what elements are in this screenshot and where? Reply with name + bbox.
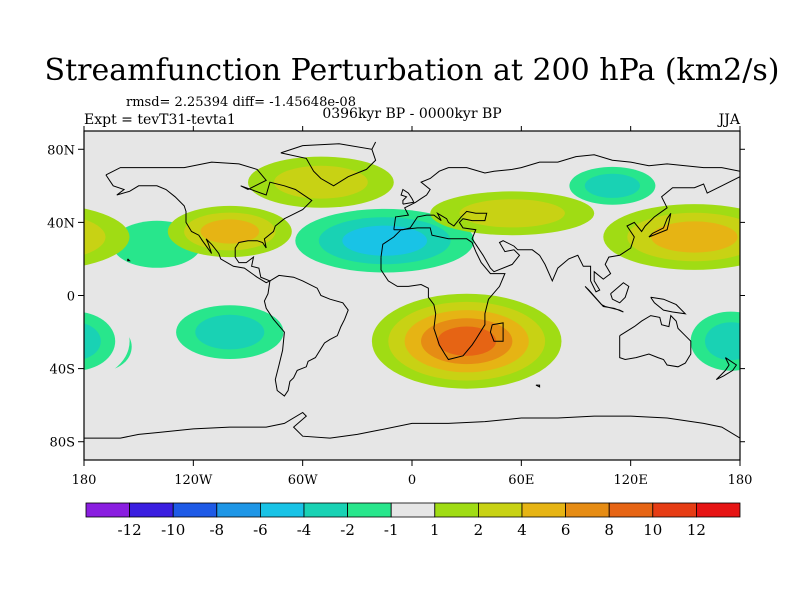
anomaly-9-level--4: [584, 173, 641, 198]
colorbar-label: 1: [430, 521, 440, 539]
center-subtitle: 0396kyr BP - 0000kyr BP: [322, 106, 501, 122]
anomaly-1-level--6: [342, 225, 428, 256]
colorbar-box: [303, 502, 348, 518]
x-tick-label: 120E: [614, 473, 648, 488]
anomaly-3-wrap-level-2: [84, 219, 106, 255]
x-tick-label: 60W: [288, 473, 319, 488]
right-subtitle: JJA: [717, 112, 741, 128]
anomaly-3-level-4: [651, 221, 738, 253]
colorbar-label: 8: [604, 521, 614, 539]
colorbar-label: -8: [209, 521, 224, 539]
coastlines: [84, 141, 740, 439]
colorbar-label: 12: [687, 521, 706, 539]
y-tick-label: 0: [67, 290, 75, 305]
x-axis: 180 120W 60W 0 60E 120E 180: [72, 126, 753, 488]
anomaly-11-level-2: [274, 165, 368, 199]
coastline-greenland-ice: [371, 141, 377, 150]
coastline-indonesia: [584, 286, 624, 313]
coastline-south-america: [263, 274, 349, 397]
coastline-uk: [400, 188, 415, 205]
y-tick-label: 80N: [47, 143, 75, 158]
y-tick-label: 40S: [50, 363, 75, 378]
colorbar-box: [696, 502, 741, 518]
anomaly-contours: [84, 156, 740, 389]
colorbar-label: 6: [561, 521, 571, 539]
colorbar-label: -4: [297, 521, 312, 539]
colorbar-box: [608, 502, 654, 518]
coastline-new-guinea: [650, 296, 687, 315]
anomaly-8-level--4: [705, 322, 740, 361]
colorbar-box: [390, 502, 436, 518]
colorbar-box: [129, 502, 174, 518]
colorbar-label: 10: [643, 521, 662, 539]
x-tick-label: 0: [408, 473, 416, 488]
colorbar-label: 4: [517, 521, 527, 539]
colorbar-box: [259, 502, 305, 518]
colorbar-box: [521, 502, 566, 518]
x-tick-label: 180: [72, 473, 97, 488]
x-tick-label: 120W: [174, 473, 213, 488]
coastline-new-zealand: [715, 357, 738, 381]
colorbar-label: -10: [161, 521, 185, 539]
colorbar-label: 2: [474, 521, 484, 539]
anomaly-6-level--4: [195, 314, 265, 350]
colorbar-box: [172, 502, 218, 518]
colorbar-label: -12: [118, 521, 142, 539]
chart-title: Streamfunction Perturbation at 200 hPa (…: [45, 53, 780, 88]
colorbar-box: [85, 502, 130, 518]
y-tick-label: 40N: [47, 216, 75, 231]
coastline-madagascar: [489, 322, 504, 342]
coastline-antarctica: [84, 411, 740, 439]
colorbar-box: [652, 502, 697, 518]
anomaly-4-level-4: [200, 219, 260, 244]
colorbar-label: -2: [340, 521, 355, 539]
anomaly-5-level-8: [437, 326, 497, 356]
colorbar-label: -6: [253, 521, 268, 539]
colorbar: -12 -10 -8 -6 -4 -2 -1 1 2 4 6 8 10 12: [85, 502, 741, 539]
coastline-japan: [648, 213, 672, 238]
x-tick-label: 60E: [508, 473, 534, 488]
colorbar-label: -1: [384, 521, 399, 539]
colorbar-box: [347, 502, 392, 518]
coastline-africa: [380, 227, 506, 361]
colorbar-box: [477, 502, 523, 518]
colorbar-box: [434, 502, 479, 518]
anomaly-10-level-2: [459, 199, 565, 228]
anomaly-7-wrap-level--4: [739, 342, 740, 352]
x-tick-label: 180: [728, 473, 753, 488]
left-subtitle: Expt = tevT31-tevta1: [84, 112, 236, 128]
anomaly-8-wrap-level--4: [84, 323, 101, 359]
coastline-australia: [619, 314, 692, 368]
coastline-borneo: [610, 282, 630, 304]
y-axis: 80N 40N 0 40S 80S: [47, 143, 745, 451]
anomaly-3-wrap-level-1: [84, 208, 130, 266]
coastline-north-america: [105, 161, 313, 284]
coastline-eurasia: [393, 154, 740, 293]
coastline-hawaii: [127, 258, 131, 262]
colorbar-box: [565, 502, 610, 518]
stats-text: rmsd= 2.25394 diff= -1.45648e-08: [126, 95, 356, 110]
coastline-greenland: [280, 143, 377, 187]
colorbar-box: [216, 502, 261, 518]
coastline-kerguelen: [535, 384, 541, 388]
y-tick-label: 80S: [50, 436, 75, 451]
map-panel: 180 120W 60W 0 60E 120E 180 80N 40N 0 40S 80S: [47, 126, 753, 488]
